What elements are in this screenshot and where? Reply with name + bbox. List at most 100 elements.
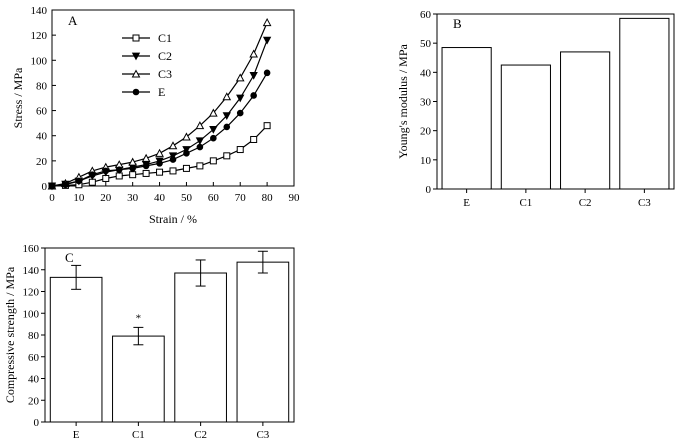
legend: C1 C2 C3 E xyxy=(122,31,172,99)
data-point xyxy=(48,182,56,190)
x-tick-label: 0 xyxy=(49,192,55,204)
y-tick-label: 120 xyxy=(31,30,48,42)
panel-c: 0 20 40 60 80 100 120 140 160 Compressive strengt… xyxy=(3,243,295,441)
data-point xyxy=(169,156,177,163)
data-point xyxy=(102,167,110,175)
data-point xyxy=(263,69,271,77)
data-point xyxy=(249,49,259,58)
legend-marker xyxy=(132,88,140,96)
x-tick-label: C1 xyxy=(132,429,145,441)
data-point xyxy=(222,92,232,101)
legend-marker xyxy=(131,69,141,78)
panel-label: B xyxy=(453,16,462,31)
data-point xyxy=(129,165,136,172)
data-point xyxy=(223,152,231,160)
y-tick-label: 120 xyxy=(23,287,40,299)
panel-a: 0 10 20 30 40 50 60 70 80 90 0 20 40 60 80 100 120 140 Str… xyxy=(11,5,300,226)
y-tick-label: 10 xyxy=(420,155,432,167)
legend-label: C2 xyxy=(158,49,172,63)
y-tick-label: 40 xyxy=(420,67,432,79)
bar xyxy=(236,261,290,423)
data-point xyxy=(249,71,258,80)
data-point xyxy=(156,168,164,176)
data-point xyxy=(263,122,271,130)
data-point xyxy=(168,141,178,150)
data-point xyxy=(62,181,69,189)
data-point xyxy=(115,166,123,173)
y-tick-label: 100 xyxy=(31,55,48,67)
legend-label: C1 xyxy=(158,31,172,45)
y-tick-label: 40 xyxy=(36,131,48,143)
data-point xyxy=(250,135,258,143)
y-tick-label: 30 xyxy=(420,97,432,109)
x-tick-label: C3 xyxy=(256,429,269,441)
panel-label: C xyxy=(65,250,74,265)
y-tick-label: 40 xyxy=(28,374,40,386)
data-point xyxy=(236,94,245,103)
panel-a-frame xyxy=(51,9,295,187)
y-tick-label: 160 xyxy=(23,243,40,255)
data-point xyxy=(208,108,218,117)
data-point xyxy=(142,169,150,177)
data-point xyxy=(196,143,204,151)
x-tick-label: 10 xyxy=(73,192,85,204)
x-tick-label: 40 xyxy=(154,192,166,204)
y-tick-label: 80 xyxy=(36,80,48,92)
y-tick-label: 60 xyxy=(36,106,48,118)
data-point xyxy=(155,148,164,157)
data-point xyxy=(210,134,217,142)
x-axis-label: Strain / % xyxy=(149,212,197,226)
x-tick-label: E xyxy=(463,197,470,209)
legend-marker xyxy=(132,34,140,42)
data-point xyxy=(89,171,96,178)
x-tick-label: E xyxy=(73,429,80,441)
y-tick-label: 140 xyxy=(23,265,40,277)
y-tick-label: 0 xyxy=(426,184,432,196)
data-point xyxy=(235,73,245,82)
data-point xyxy=(195,137,205,146)
x-tick-label: 20 xyxy=(100,192,112,204)
data-point xyxy=(209,126,218,134)
data-point xyxy=(182,146,191,154)
bar xyxy=(112,335,165,423)
y-axis-label: Compressive strength / MPa xyxy=(3,266,17,403)
y-tick-label: 80 xyxy=(28,330,40,342)
y-tick-label: 20 xyxy=(420,126,432,138)
y-axis-label: Stress / MPa xyxy=(11,67,25,128)
y-tick-label: 60 xyxy=(28,352,40,364)
data-point xyxy=(222,112,231,120)
x-tick-label: 60 xyxy=(208,192,220,204)
data-point xyxy=(236,146,244,154)
y-tick-label: 0 xyxy=(34,417,40,429)
y-tick-label: 100 xyxy=(23,308,40,320)
data-point xyxy=(141,153,151,162)
panel-label: A xyxy=(68,13,78,28)
y-tick-label: 50 xyxy=(420,38,432,50)
bar xyxy=(500,64,551,190)
data-point xyxy=(182,132,191,141)
data-point xyxy=(169,167,177,175)
x-tick-label: C2 xyxy=(194,429,207,441)
data-point xyxy=(75,177,83,185)
data-point xyxy=(250,92,257,99)
data-point xyxy=(183,150,190,157)
data-point xyxy=(196,162,204,170)
y-tick-label: 20 xyxy=(36,156,48,168)
data-point xyxy=(262,18,272,27)
data-point xyxy=(142,162,150,170)
data-point xyxy=(209,157,217,165)
x-tick-label: 50 xyxy=(181,192,193,204)
legend-marker xyxy=(131,52,141,61)
y-axis-label: Young's modulus / MPa xyxy=(396,44,410,159)
x-tick-label: C3 xyxy=(638,197,651,209)
data-point xyxy=(129,171,137,179)
significance-marker: * xyxy=(136,312,142,324)
panel-b: 0 10 20 30 40 50 60 Young's modulus / MPa B E C1 C2… xyxy=(396,9,675,209)
data-point xyxy=(156,160,163,167)
data-point xyxy=(262,36,272,45)
bar xyxy=(174,272,227,423)
bar xyxy=(49,276,103,423)
data-point xyxy=(223,123,231,131)
bar xyxy=(441,47,492,190)
